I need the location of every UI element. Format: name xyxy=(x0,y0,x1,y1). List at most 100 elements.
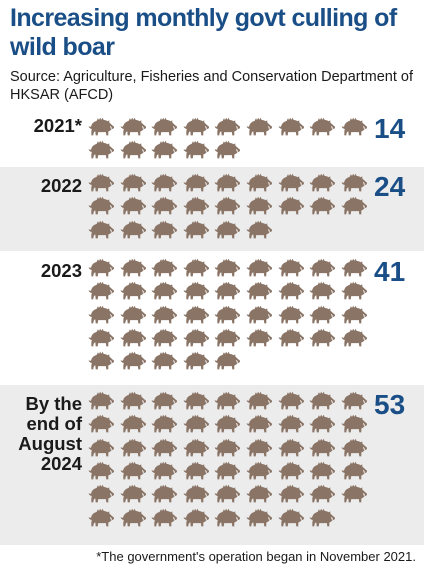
wild-boar-icon xyxy=(151,415,178,433)
wild-boar-icon xyxy=(309,508,336,526)
wild-boar-icon xyxy=(120,141,146,159)
wild-boar-icon xyxy=(88,258,115,277)
wild-boar-icon xyxy=(309,258,336,277)
wild-boar-icon xyxy=(183,117,209,136)
wild-boar-icon xyxy=(214,484,241,503)
wild-boar-icon xyxy=(309,282,336,300)
wild-boar-icon xyxy=(120,461,146,480)
wild-boar-icon xyxy=(151,117,178,136)
wild-boar-icon xyxy=(214,391,241,410)
wild-boar-icon xyxy=(278,305,304,323)
wild-boar-icon xyxy=(183,351,209,370)
wild-boar-icon xyxy=(214,220,241,238)
wild-boar-icon xyxy=(341,197,367,215)
wild-boar-icon xyxy=(120,351,146,370)
wild-boar-icon xyxy=(246,438,273,456)
wild-boar-icon xyxy=(214,141,241,159)
wild-boar-icon xyxy=(246,305,273,323)
wild-boar-icon xyxy=(278,328,304,347)
wild-boar-icon xyxy=(214,415,241,433)
wild-boar-icon xyxy=(183,461,209,480)
wild-boar-icon xyxy=(120,197,146,215)
wild-boar-icon xyxy=(341,173,367,192)
wild-boar-icon xyxy=(183,415,209,433)
wild-boar-icon xyxy=(278,415,304,433)
wild-boar-icon xyxy=(246,415,273,433)
wild-boar-icon xyxy=(246,508,273,526)
wild-boar-icon xyxy=(88,484,115,503)
wild-boar-icon xyxy=(120,220,146,238)
value-label: 24 xyxy=(374,171,406,202)
chart-title: Increasing monthly govt culling of wild … xyxy=(10,4,397,61)
wild-boar-icon xyxy=(341,282,367,300)
wild-boar-icon xyxy=(246,484,273,503)
wild-boar-icon xyxy=(341,305,367,323)
wild-boar-icon xyxy=(341,258,367,277)
wild-boar-icon xyxy=(246,282,273,300)
wild-boar-icon xyxy=(183,508,209,526)
wild-boar-icon xyxy=(341,438,367,456)
wild-boar-icon xyxy=(309,484,336,503)
wild-boar-icon xyxy=(183,438,209,456)
category-label-line: 2022 xyxy=(40,175,82,196)
wild-boar-icon xyxy=(120,305,146,323)
wild-boar-icon xyxy=(151,220,178,238)
wild-boar-icon xyxy=(214,508,241,526)
wild-boar-icon xyxy=(278,484,304,503)
wild-boar-icon xyxy=(88,351,115,370)
wild-boar-icon xyxy=(183,282,209,300)
wild-boar-icon xyxy=(214,282,241,300)
wild-boar-icon xyxy=(183,141,209,159)
wild-boar-icon xyxy=(88,415,115,433)
wild-boar-icon xyxy=(120,508,146,526)
wild-boar-icon xyxy=(278,391,304,410)
wild-boar-icon xyxy=(214,351,241,370)
wild-boar-icon xyxy=(183,305,209,323)
chart-row: 2022 24 xyxy=(0,167,424,251)
wild-boar-icon xyxy=(151,461,178,480)
wild-boar-icon xyxy=(88,391,115,410)
value-label: 53 xyxy=(374,389,406,420)
wild-boar-icon xyxy=(151,351,178,370)
boar-icon-group xyxy=(0,112,424,166)
source-note: Source: Agriculture, Fisheries and Conse… xyxy=(10,69,413,103)
wild-boar-icon xyxy=(246,258,273,277)
wild-boar-icon xyxy=(309,461,336,480)
wild-boar-icon xyxy=(88,220,115,238)
wild-boar-icon xyxy=(88,117,115,136)
wild-boar-icon xyxy=(246,391,273,410)
boar-icon-group xyxy=(0,167,424,251)
wild-boar-icon xyxy=(151,305,178,323)
wild-boar-icon xyxy=(88,197,115,215)
wild-boar-icon xyxy=(183,197,209,215)
wild-boar-icon xyxy=(278,197,304,215)
wild-boar-icon xyxy=(309,173,336,192)
wild-boar-icon xyxy=(309,305,336,323)
wild-boar-icon xyxy=(278,461,304,480)
wild-boar-icon xyxy=(88,305,115,323)
wild-boar-icon xyxy=(309,438,336,456)
wild-boar-icon xyxy=(151,141,178,159)
wild-boar-icon xyxy=(183,328,209,347)
wild-boar-icon xyxy=(88,508,115,526)
wild-boar-icon xyxy=(341,391,367,410)
wild-boar-icon xyxy=(120,391,146,410)
value-label: 14 xyxy=(374,113,406,144)
wild-boar-icon xyxy=(278,117,304,136)
wild-boar-icon xyxy=(214,328,241,347)
wild-boar-icon xyxy=(183,220,209,238)
value-label: 41 xyxy=(374,256,406,287)
wild-boar-icon xyxy=(309,415,336,433)
wild-boar-icon xyxy=(278,173,304,192)
wild-boar-icon xyxy=(278,508,304,526)
wild-boar-icon xyxy=(278,282,304,300)
boar-icon-group xyxy=(0,385,424,545)
category-label: By the end of August 2024 xyxy=(8,394,82,474)
category-label-line: By the xyxy=(25,393,82,414)
wild-boar-icon xyxy=(88,141,115,159)
wild-boar-icon xyxy=(246,197,273,215)
wild-boar-icon xyxy=(183,484,209,503)
wild-boar-icon xyxy=(88,173,115,192)
wild-boar-icon xyxy=(120,282,146,300)
wild-boar-icon xyxy=(151,328,178,347)
